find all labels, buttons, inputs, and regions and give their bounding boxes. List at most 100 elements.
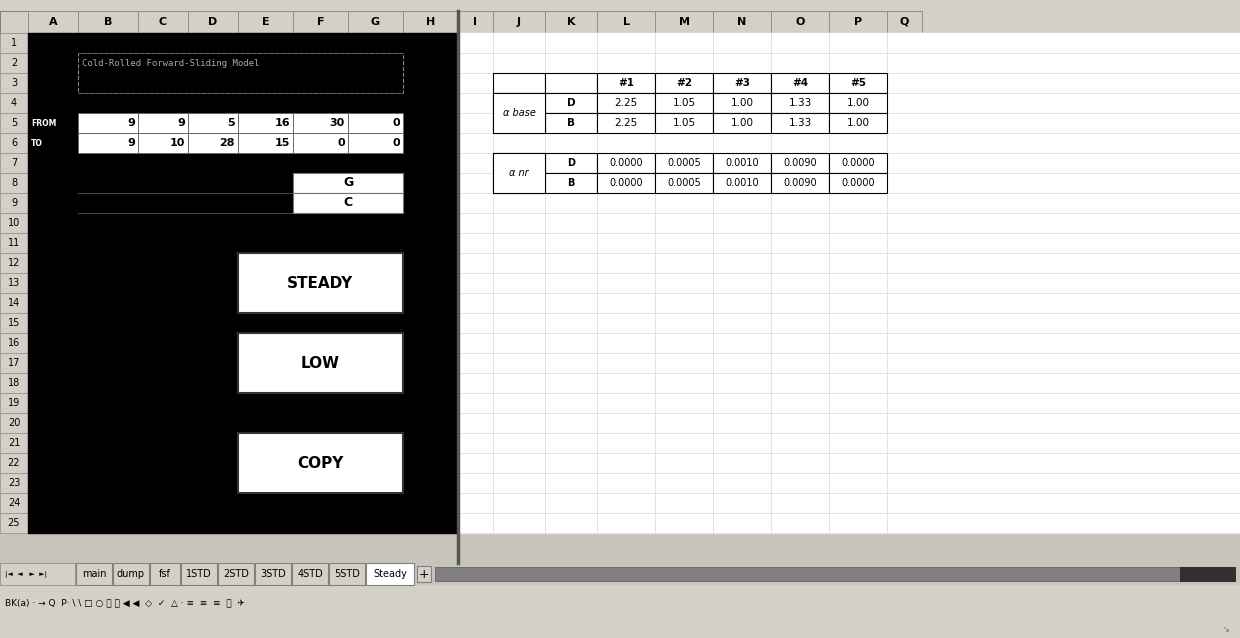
- Bar: [0, 53, 29, 73]
- Text: G: G: [343, 177, 353, 189]
- Bar: [238, 11, 293, 33]
- Bar: [596, 11, 655, 33]
- Text: 13: 13: [7, 278, 20, 288]
- Bar: [596, 93, 655, 113]
- Bar: [713, 73, 771, 93]
- Bar: [0, 513, 29, 533]
- Bar: [830, 11, 887, 33]
- Text: 15: 15: [274, 138, 290, 148]
- Text: N: N: [738, 17, 746, 27]
- Bar: [150, 563, 180, 585]
- Text: D: D: [567, 158, 575, 168]
- Bar: [0, 11, 29, 33]
- Bar: [29, 11, 78, 33]
- Text: #4: #4: [792, 78, 808, 88]
- Bar: [713, 93, 771, 113]
- Text: P: P: [854, 17, 862, 27]
- Text: α base: α base: [502, 108, 536, 118]
- Text: A: A: [48, 17, 57, 27]
- Text: LOW: LOW: [301, 355, 340, 371]
- Bar: [458, 11, 494, 33]
- Text: +: +: [419, 567, 429, 581]
- Text: 4: 4: [11, 98, 17, 108]
- Text: 2.25: 2.25: [614, 98, 637, 108]
- Text: 18: 18: [7, 378, 20, 388]
- Bar: [0, 253, 29, 273]
- Text: 0: 0: [392, 118, 401, 128]
- Bar: [494, 93, 546, 133]
- Text: 10: 10: [7, 218, 20, 228]
- Text: 9: 9: [128, 138, 135, 148]
- Bar: [1180, 567, 1235, 581]
- Bar: [596, 153, 655, 173]
- Text: B: B: [104, 17, 112, 27]
- Text: G: G: [371, 17, 381, 27]
- Text: 5: 5: [11, 118, 17, 128]
- Text: main: main: [82, 569, 107, 579]
- Text: 0.0010: 0.0010: [725, 158, 759, 168]
- Bar: [0, 413, 29, 433]
- Text: I: I: [474, 17, 477, 27]
- Text: J: J: [517, 17, 521, 27]
- Text: 0.0010: 0.0010: [725, 178, 759, 188]
- Text: Q: Q: [900, 17, 909, 27]
- Bar: [596, 113, 655, 133]
- Bar: [771, 73, 830, 93]
- Bar: [596, 73, 655, 93]
- Bar: [293, 193, 403, 213]
- Bar: [417, 566, 432, 582]
- Text: BK(a) · → Q  P· \ \ □ ○ ⬛ ⬛ ◀ ◀  ◇  ✓  △ · ≡  ≡  ≡  ⬛  ✈: BK(a) · → Q P· \ \ □ ○ ⬛ ⬛ ◀ ◀ ◇ ✓ △ · ≡…: [5, 598, 244, 607]
- Text: 0: 0: [392, 138, 401, 148]
- Bar: [0, 11, 1240, 33]
- Bar: [181, 563, 217, 585]
- Text: 9: 9: [177, 118, 185, 128]
- Text: D: D: [208, 17, 218, 27]
- Bar: [138, 11, 188, 33]
- Bar: [771, 93, 830, 113]
- Bar: [713, 113, 771, 133]
- Text: 0: 0: [337, 138, 345, 148]
- Text: 12: 12: [7, 258, 20, 268]
- Text: Cold-Rolled Forward-Sliding Model: Cold-Rolled Forward-Sliding Model: [82, 59, 259, 68]
- Bar: [655, 173, 713, 193]
- Bar: [76, 563, 112, 585]
- Bar: [0, 153, 29, 173]
- Bar: [830, 173, 887, 193]
- Bar: [0, 173, 29, 193]
- Text: 6: 6: [11, 138, 17, 148]
- Bar: [0, 0, 1240, 11]
- Bar: [494, 153, 546, 173]
- Text: dump: dump: [117, 569, 145, 579]
- Text: 16: 16: [7, 338, 20, 348]
- Bar: [655, 73, 713, 93]
- Text: #1: #1: [618, 78, 634, 88]
- Bar: [546, 73, 596, 93]
- Bar: [713, 153, 771, 173]
- Bar: [293, 173, 403, 193]
- Bar: [494, 173, 546, 193]
- Bar: [238, 113, 293, 133]
- Text: 2STD: 2STD: [223, 569, 249, 579]
- Bar: [546, 173, 596, 193]
- Bar: [0, 333, 29, 353]
- Bar: [0, 585, 1240, 620]
- Text: F: F: [316, 17, 324, 27]
- Bar: [0, 393, 29, 413]
- Text: #5: #5: [849, 78, 866, 88]
- Bar: [0, 273, 29, 293]
- Text: 1.00: 1.00: [847, 98, 869, 108]
- Bar: [348, 11, 403, 33]
- Bar: [0, 353, 29, 373]
- Bar: [596, 173, 655, 193]
- Bar: [78, 133, 138, 153]
- Text: 0.0000: 0.0000: [841, 158, 874, 168]
- Text: O: O: [795, 17, 805, 27]
- Bar: [0, 133, 29, 153]
- Bar: [458, 33, 1240, 533]
- Bar: [218, 563, 254, 585]
- Bar: [655, 11, 713, 33]
- Text: Steady: Steady: [373, 569, 407, 579]
- Text: 11: 11: [7, 238, 20, 248]
- Bar: [771, 173, 830, 193]
- Bar: [830, 73, 887, 93]
